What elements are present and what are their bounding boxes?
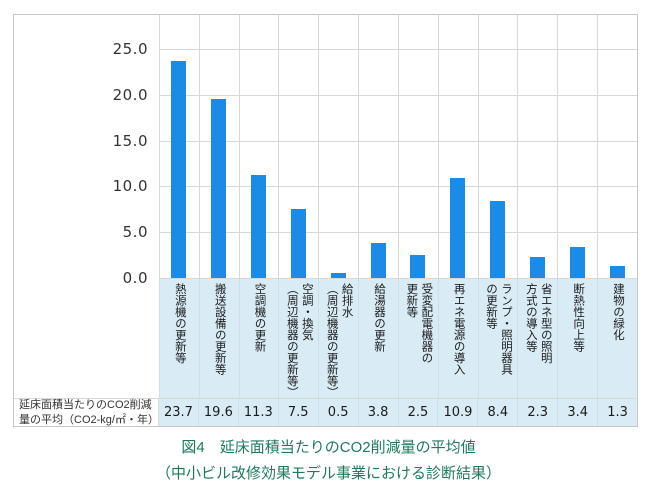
category-column <box>557 15 597 278</box>
category-column <box>358 15 398 278</box>
y-axis-tick: 10.0 <box>112 177 148 195</box>
category-label: 給排水 （周辺機器の更新等） <box>325 283 353 398</box>
table-cell: 2.3 <box>517 399 557 426</box>
category-label-cell: 給湯器の更新 <box>358 279 398 398</box>
category-column <box>238 15 279 278</box>
category-label-band: 熱源機の更新等 搬送設備の更新等 空調機の更新 空調・換気 （周辺機器の更新等）… <box>159 278 637 398</box>
table-cell: 10.9 <box>437 399 477 426</box>
category-label-cell: 熱源機の更新等 <box>160 279 199 398</box>
table-cells: 23.7 19.6 11.3 7.5 0.5 3.8 2.5 10.9 8.4 … <box>159 399 637 426</box>
category-column <box>477 15 518 278</box>
category-label-cell: 断熱性向上等 <box>557 279 597 398</box>
y-axis-tick: 15.0 <box>112 132 148 150</box>
caption-title: 図4 延床面積当たりのCO2削減量の平均値 <box>181 439 476 456</box>
table-cell: 8.4 <box>477 399 517 426</box>
category-label-cell: 省エネ型の照明 方式の導入等 <box>517 279 557 398</box>
category-label: 給湯器の更新 <box>373 283 386 352</box>
bar <box>171 60 187 278</box>
category-label-cell: 空調機の更新 <box>238 279 279 398</box>
y-axis-tick: 5.0 <box>122 223 148 241</box>
category-column <box>517 15 557 278</box>
category-label-cell: 空調・換気 （周辺機器の更新等） <box>278 279 318 398</box>
category-label: 空調機の更新 <box>253 283 266 352</box>
category-label: ランプ・照明器具 の更新等 <box>485 283 512 375</box>
category-label: 建物の緑化 <box>611 283 624 341</box>
bar <box>450 178 466 278</box>
table-cell: 11.3 <box>237 399 278 426</box>
category-label-cell: 搬送設備の更新等 <box>198 279 239 398</box>
category-column <box>397 15 438 278</box>
table-cell: 19.6 <box>197 399 238 426</box>
plot-area <box>159 15 637 278</box>
table-cell: 23.7 <box>163 405 193 420</box>
y-axis-tick: 20.0 <box>112 86 148 104</box>
caption-subtitle: （中小ビル改修効果モデル事業における診断結果） <box>155 465 501 482</box>
bar <box>211 98 227 278</box>
category-column <box>278 15 318 278</box>
category-label-cell: ランプ・照明器具 の更新等 <box>477 279 518 398</box>
table-row-header: 延床面積当たりのCO2削減 量の平均（CO2-kg/㎡・年） <box>14 399 159 426</box>
category-label: 搬送設備の更新等 <box>213 283 226 375</box>
bar <box>251 174 267 278</box>
category-column <box>597 15 637 278</box>
category-label-cell: 受変配電機器の 更新等 <box>397 279 438 398</box>
table-cell: 0.5 <box>317 399 358 426</box>
bar <box>609 266 625 278</box>
category-label-cell: 建物の緑化 <box>597 279 637 398</box>
table-cell: 3.4 <box>557 399 597 426</box>
category-label-cell: 給排水 （周辺機器の更新等） <box>318 279 358 398</box>
table-cell: 2.5 <box>397 399 438 426</box>
category-label: 熱源機の更新等 <box>173 283 186 364</box>
category-label: 断熱性向上等 <box>572 283 585 352</box>
category-label: 省エネ型の照明 方式の導入等 <box>524 283 552 364</box>
category-label-cell: 再エネ電源の導入 <box>437 279 478 398</box>
bar <box>290 209 306 278</box>
bar <box>370 243 386 278</box>
category-column <box>437 15 478 278</box>
category-label: 受変配電機器の 更新等 <box>405 283 433 364</box>
table-cell: 7.5 <box>277 399 318 426</box>
y-axis-tick: 25.0 <box>112 40 148 58</box>
table-cell: 3.8 <box>357 399 398 426</box>
category-column <box>318 15 358 278</box>
bar <box>569 246 585 278</box>
category-column <box>198 15 239 278</box>
category-column <box>160 15 199 278</box>
category-label: 空調・換気 （周辺機器の更新等） <box>285 283 313 398</box>
bar <box>529 256 545 278</box>
chart-frame: 25.0 20.0 15.0 10.0 5.0 0.0 <box>13 14 638 427</box>
bar <box>490 201 506 278</box>
value-table-row: 延床面積当たりのCO2削減 量の平均（CO2-kg/㎡・年） 23.7 19.6… <box>14 398 637 426</box>
y-axis-tick: 0.0 <box>122 269 148 287</box>
bar <box>330 273 346 278</box>
category-label: 再エネ電源の導入 <box>452 283 465 375</box>
bar <box>410 255 426 278</box>
figure-caption: 図4 延床面積当たりのCO2削減量の平均値 （中小ビル改修効果モデル事業における… <box>0 440 657 481</box>
table-cell: 1.3 <box>597 399 637 426</box>
